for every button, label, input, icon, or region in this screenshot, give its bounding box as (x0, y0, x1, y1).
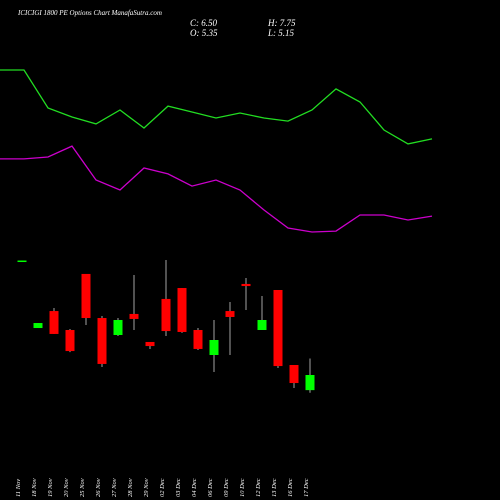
ohlc-open: O: 5.35 (190, 28, 218, 38)
candle-body (65, 330, 75, 352)
ohlc-close: C: 6.50 (190, 18, 218, 28)
x-tick-label: 11 Nov (15, 479, 22, 497)
candle-body (289, 365, 299, 384)
candle-body (161, 298, 171, 332)
chart-title: ICICIGI 1800 PE Options Chart ManafaSutr… (17, 9, 162, 17)
candle-body (97, 318, 107, 364)
candle-body (177, 288, 187, 332)
x-tick-label: 13 Dec (271, 478, 278, 497)
x-tick-label: 04 Dec (191, 478, 198, 497)
candle-body (193, 330, 203, 349)
candle-body (49, 311, 59, 334)
candle-body (209, 340, 219, 355)
candle-body (33, 323, 43, 329)
candle-body (257, 320, 267, 330)
ohlc-high: H: 7.75 (267, 18, 296, 28)
candle-body (113, 320, 123, 335)
x-tick-label: 20 Nov (63, 478, 70, 497)
x-tick-label: 19 Nov (47, 478, 54, 497)
candle-body (81, 273, 91, 319)
x-tick-label: 12 Dec (255, 478, 262, 497)
x-tick-label: 02 Dec (159, 478, 166, 497)
x-tick-label: 03 Dec (175, 478, 182, 497)
candle-body (225, 311, 235, 317)
x-tick-label: 29 Nov (143, 478, 150, 497)
x-tick-label: 17 Dec (303, 478, 310, 497)
x-tick-label: 09 Dec (223, 478, 230, 497)
indicator-line (0, 69, 433, 145)
candle-body (305, 375, 315, 391)
x-tick-label: 16 Dec (287, 478, 294, 497)
x-tick-label: 26 Nov (95, 478, 102, 497)
candle-body (129, 313, 139, 319)
x-tick-label: 06 Dec (207, 478, 214, 497)
ohlc-low: L: 5.15 (267, 28, 295, 38)
x-tick-label: 27 Nov (111, 478, 118, 497)
candle-body (241, 283, 251, 287)
x-tick-label: 25 Nov (79, 478, 86, 497)
candle-body (17, 260, 27, 263)
x-tick-label: 10 Dec (239, 478, 246, 497)
candle-body (273, 290, 283, 367)
indicator-line (0, 145, 433, 233)
x-tick-label: 18 Nov (31, 478, 38, 497)
candle-body (145, 341, 155, 347)
x-tick-label: 28 Nov (127, 478, 134, 497)
